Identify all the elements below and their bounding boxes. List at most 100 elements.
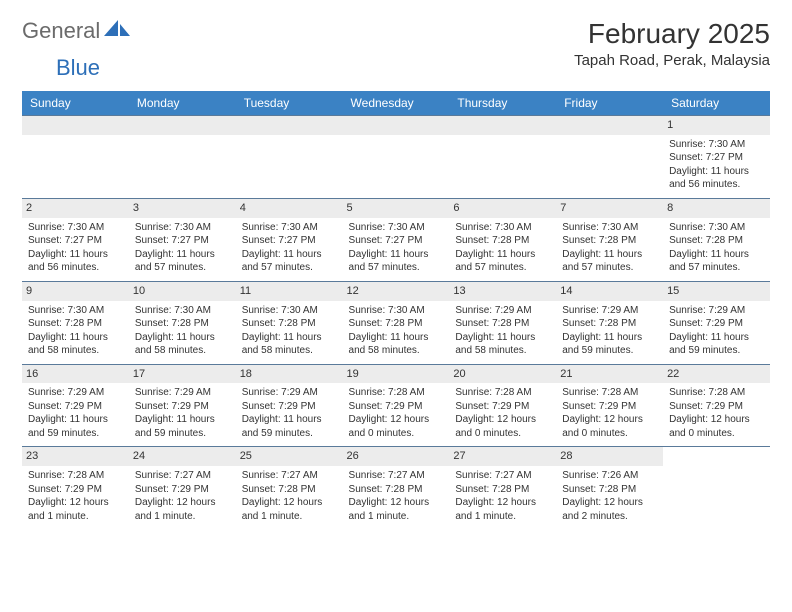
- day-cell: 5Sunrise: 7:30 AMSunset: 7:27 PMDaylight…: [343, 198, 450, 281]
- day-cell: 11 Sunrise: 7:30 AMSunset: 7:28 PMDayligh…: [236, 281, 343, 364]
- day-info: Sunrise: 7:30 AMSunset: 7:28 PMDaylight:…: [240, 304, 339, 358]
- daylight-text: Daylight: 11 hours and 57 minutes.: [455, 248, 550, 275]
- day-header: Friday: [556, 91, 663, 116]
- day-number: 14: [556, 282, 663, 301]
- sunset-text: Sunset: 7:28 PM: [455, 483, 550, 497]
- title-block: February 2025 Tapah Road, Perak, Malaysi…: [574, 18, 770, 69]
- day-cell: 1Sunrise: 7:30 AMSunset: 7:27 PMDaylight…: [663, 116, 770, 199]
- sunset-text: Sunset: 7:29 PM: [349, 400, 444, 414]
- day-number: 16: [22, 365, 129, 384]
- day-cell: 14Sunrise: 7:29 AMSunset: 7:28 PMDayligh…: [556, 281, 663, 364]
- day-info: Sunrise: 7:29 AMSunset: 7:29 PMDaylight:…: [667, 304, 766, 358]
- sunrise-text: Sunrise: 7:30 AM: [28, 304, 123, 318]
- day-cell: 26Sunrise: 7:27 AMSunset: 7:28 PMDayligh…: [343, 447, 450, 529]
- daylight-text: Daylight: 11 hours and 57 minutes.: [242, 248, 337, 275]
- logo: General: [22, 18, 130, 44]
- sunset-text: Sunset: 7:28 PM: [669, 234, 764, 248]
- sunrise-text: Sunrise: 7:29 AM: [455, 304, 550, 318]
- month-title: February 2025: [574, 18, 770, 50]
- daylight-text: Daylight: 11 hours and 57 minutes.: [562, 248, 657, 275]
- day-cell: 21Sunrise: 7:28 AMSunset: 7:29 PMDayligh…: [556, 364, 663, 447]
- daylight-text: Daylight: 12 hours and 2 minutes.: [562, 496, 657, 523]
- day-info: Sunrise: 7:30 AMSunset: 7:28 PMDaylight:…: [667, 221, 766, 275]
- sunrise-text: Sunrise: 7:30 AM: [562, 221, 657, 235]
- day-cell: 19Sunrise: 7:28 AMSunset: 7:29 PMDayligh…: [343, 364, 450, 447]
- sunset-text: Sunset: 7:27 PM: [242, 234, 337, 248]
- sunrise-text: Sunrise: 7:29 AM: [562, 304, 657, 318]
- day-number: 1: [663, 116, 770, 135]
- day-info: Sunrise: 7:27 AMSunset: 7:28 PMDaylight:…: [453, 469, 552, 523]
- sunset-text: Sunset: 7:28 PM: [135, 317, 230, 331]
- daylight-text: Daylight: 11 hours and 58 minutes.: [28, 331, 123, 358]
- day-info: Sunrise: 7:30 AMSunset: 7:27 PMDaylight:…: [133, 221, 232, 275]
- day-cell: 24Sunrise: 7:27 AMSunset: 7:29 PMDayligh…: [129, 447, 236, 529]
- sunset-text: Sunset: 7:29 PM: [28, 400, 123, 414]
- day-info: Sunrise: 7:30 AMSunset: 7:28 PMDaylight:…: [26, 304, 125, 358]
- day-cell: 7Sunrise: 7:30 AMSunset: 7:28 PMDaylight…: [556, 198, 663, 281]
- daylight-text: Daylight: 11 hours and 58 minutes.: [455, 331, 550, 358]
- sunrise-text: Sunrise: 7:29 AM: [28, 386, 123, 400]
- day-info: Sunrise: 7:30 AMSunset: 7:28 PMDaylight:…: [560, 221, 659, 275]
- daylight-text: Daylight: 12 hours and 0 minutes.: [349, 413, 444, 440]
- daylight-text: Daylight: 11 hours and 59 minutes.: [669, 331, 764, 358]
- daylight-text: Daylight: 11 hours and 56 minutes.: [28, 248, 123, 275]
- sunset-text: Sunset: 7:29 PM: [135, 483, 230, 497]
- daylight-text: Daylight: 12 hours and 1 minute.: [349, 496, 444, 523]
- sunrise-text: Sunrise: 7:30 AM: [28, 221, 123, 235]
- day-cell: 18Sunrise: 7:29 AMSunset: 7:29 PMDayligh…: [236, 364, 343, 447]
- daylight-text: Daylight: 12 hours and 0 minutes.: [455, 413, 550, 440]
- sunrise-text: Sunrise: 7:28 AM: [349, 386, 444, 400]
- daylight-text: Daylight: 11 hours and 57 minutes.: [349, 248, 444, 275]
- empty-day-bar: [449, 116, 556, 135]
- sunset-text: Sunset: 7:29 PM: [28, 483, 123, 497]
- day-cell: [449, 116, 556, 199]
- day-number: 27: [449, 447, 556, 466]
- day-number: 6: [449, 199, 556, 218]
- day-number: 15: [663, 282, 770, 301]
- day-cell: 17 Sunrise: 7:29 AMSunset: 7:29 PMDayligh…: [129, 364, 236, 447]
- week-row: 2Sunrise: 7:30 AMSunset: 7:27 PMDaylight…: [22, 198, 770, 281]
- day-info: Sunrise: 7:30 AMSunset: 7:27 PMDaylight:…: [240, 221, 339, 275]
- day-info: Sunrise: 7:28 AMSunset: 7:29 PMDaylight:…: [347, 386, 446, 440]
- sunrise-text: Sunrise: 7:28 AM: [455, 386, 550, 400]
- day-cell: 2Sunrise: 7:30 AMSunset: 7:27 PMDaylight…: [22, 198, 129, 281]
- sunset-text: Sunset: 7:27 PM: [28, 234, 123, 248]
- logo-text-general: General: [22, 18, 100, 44]
- day-info: Sunrise: 7:27 AMSunset: 7:28 PMDaylight:…: [347, 469, 446, 523]
- sunset-text: Sunset: 7:29 PM: [669, 317, 764, 331]
- day-info: Sunrise: 7:26 AMSunset: 7:28 PMDaylight:…: [560, 469, 659, 523]
- sunrise-text: Sunrise: 7:30 AM: [135, 304, 230, 318]
- daylight-text: Daylight: 12 hours and 1 minute.: [242, 496, 337, 523]
- day-cell: [343, 116, 450, 199]
- week-row: 16Sunrise: 7:29 AMSunset: 7:29 PMDayligh…: [22, 364, 770, 447]
- day-cell: [22, 116, 129, 199]
- day-number: 28: [556, 447, 663, 466]
- day-header: Monday: [129, 91, 236, 116]
- day-info: Sunrise: 7:28 AMSunset: 7:29 PMDaylight:…: [26, 469, 125, 523]
- day-header: Sunday: [22, 91, 129, 116]
- sunrise-text: Sunrise: 7:30 AM: [349, 304, 444, 318]
- day-info: Sunrise: 7:28 AMSunset: 7:29 PMDaylight:…: [453, 386, 552, 440]
- location: Tapah Road, Perak, Malaysia: [574, 52, 770, 69]
- sunset-text: Sunset: 7:28 PM: [349, 317, 444, 331]
- day-cell: 20Sunrise: 7:28 AMSunset: 7:29 PMDayligh…: [449, 364, 556, 447]
- logo-sail-icon: [104, 20, 130, 43]
- day-info: Sunrise: 7:29 AMSunset: 7:29 PMDaylight:…: [133, 386, 232, 440]
- day-number: 17: [129, 365, 236, 384]
- day-cell: [236, 116, 343, 199]
- sunrise-text: Sunrise: 7:29 AM: [242, 386, 337, 400]
- sunset-text: Sunset: 7:28 PM: [242, 483, 337, 497]
- sunset-text: Sunset: 7:27 PM: [349, 234, 444, 248]
- day-cell: 9 Sunrise: 7:30 AMSunset: 7:28 PMDaylight…: [22, 281, 129, 364]
- daylight-text: Daylight: 11 hours and 57 minutes.: [135, 248, 230, 275]
- day-cell: [556, 116, 663, 199]
- day-cell: [129, 116, 236, 199]
- sunset-text: Sunset: 7:28 PM: [562, 483, 657, 497]
- sunrise-text: Sunrise: 7:29 AM: [135, 386, 230, 400]
- day-number: 11: [236, 282, 343, 301]
- empty-day-bar: [343, 116, 450, 135]
- day-number: 9: [22, 282, 129, 301]
- day-info: Sunrise: 7:30 AMSunset: 7:27 PMDaylight:…: [26, 221, 125, 275]
- day-number: 12: [343, 282, 450, 301]
- sunset-text: Sunset: 7:27 PM: [669, 151, 764, 165]
